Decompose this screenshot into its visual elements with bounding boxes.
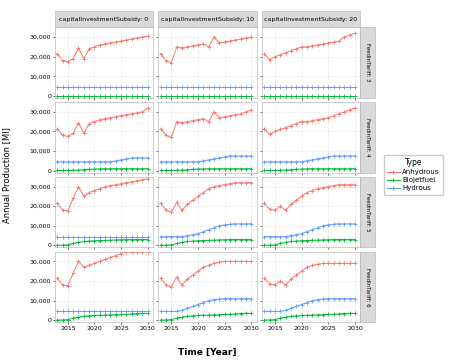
Text: Time [Year]: Time [Year]	[178, 348, 237, 357]
Text: Annual Production [Ml]: Annual Production [Ml]	[3, 127, 11, 223]
Text: FeedinTariff: 3: FeedinTariff: 3	[365, 43, 370, 82]
Text: FeedinTariff: 5: FeedinTariff: 5	[365, 193, 370, 232]
Text: capitalInvestmentSubsidy: 20: capitalInvestmentSubsidy: 20	[264, 17, 357, 21]
Text: capitalInvestmentSubsidy: 10: capitalInvestmentSubsidy: 10	[161, 17, 254, 21]
Legend: Anhydrous, Biojetfuel, Hydrous: Anhydrous, Biojetfuel, Hydrous	[383, 155, 443, 195]
Text: FeedinTariff: 4: FeedinTariff: 4	[365, 118, 370, 157]
Text: FeedinTariff: 6: FeedinTariff: 6	[365, 268, 370, 306]
Text: capitalInvestmentSubsidy: 0: capitalInvestmentSubsidy: 0	[59, 17, 148, 21]
